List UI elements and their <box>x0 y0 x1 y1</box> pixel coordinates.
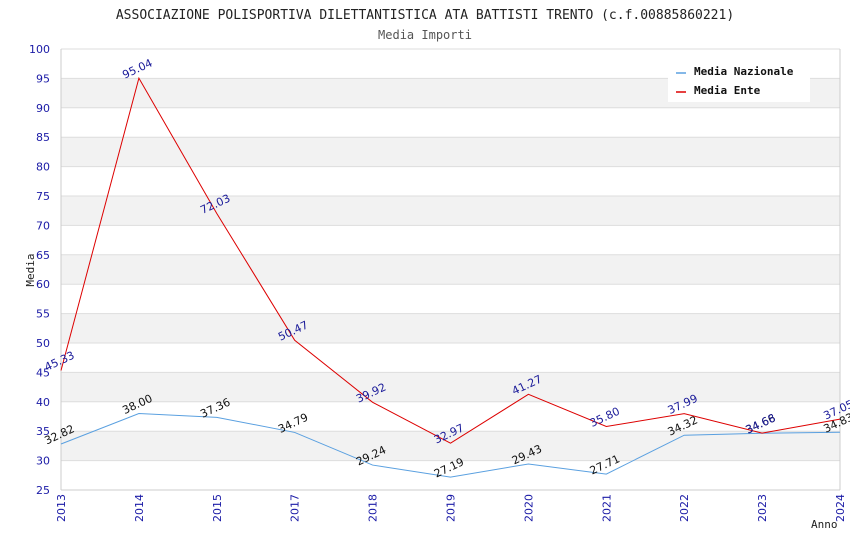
x-tick-label: 2013 <box>55 494 68 522</box>
grid-band <box>61 460 840 490</box>
series-line-media-nazionale <box>60 413 841 478</box>
grid-bands <box>61 49 840 490</box>
x-tick-label: 2020 <box>522 494 535 522</box>
y-tick-label: 45 <box>36 366 50 379</box>
y-tick-label: 25 <box>36 484 50 497</box>
grid-band <box>61 372 840 402</box>
y-tick-label: 95 <box>36 72 50 85</box>
y-tick-label: 75 <box>36 190 50 203</box>
series-layer <box>60 76 841 478</box>
y-tick-label: 40 <box>36 396 50 409</box>
grid-band <box>61 431 840 461</box>
x-tick-label: 2015 <box>211 494 224 522</box>
x-tick-label: 2014 <box>133 494 146 522</box>
y-tick-label: 100 <box>29 43 50 56</box>
x-tick-label: 2019 <box>445 494 458 522</box>
y-tick-label: 85 <box>36 131 50 144</box>
x-tick-label: 2021 <box>600 494 613 522</box>
y-tick-label: 30 <box>36 455 50 468</box>
y-tick-label: 90 <box>36 102 50 115</box>
x-tick-label: 2017 <box>289 494 302 522</box>
x-tick-label: 2024 <box>834 494 847 522</box>
grid-band <box>61 107 840 138</box>
grid-band <box>61 196 840 226</box>
y-tick-label: 50 <box>36 337 50 350</box>
y-tick-label: 55 <box>36 308 50 321</box>
grid-band <box>61 137 840 167</box>
grid-band <box>61 166 840 196</box>
x-tick-label: 2023 <box>756 494 769 522</box>
grid-band <box>61 254 840 285</box>
chart-title: ASSOCIAZIONE POLISPORTIVA DILETTANTISTIC… <box>116 8 734 23</box>
chart-subtitle: Media Importi <box>378 28 472 42</box>
x-tick-label: 2018 <box>367 494 380 522</box>
legend-label-media-nazionale: Media Nazionale <box>694 65 794 78</box>
x-axis-label: Anno <box>811 518 838 531</box>
x-axis-ticks: 2013 2014 2015 2017 2018 2019 2020 2021 2022 2023… <box>55 494 847 522</box>
y-axis-label: Media <box>24 253 37 286</box>
x-tick-label: 2022 <box>678 494 691 522</box>
series-line-media-ente <box>60 76 841 444</box>
grid-band <box>61 284 840 314</box>
legend-box <box>668 60 810 102</box>
grid-band <box>61 225 840 255</box>
legend-label-media-ente: Media Ente <box>694 84 761 97</box>
y-tick-label: 60 <box>36 278 50 291</box>
legend: Media Nazionale Media Ente <box>668 60 810 102</box>
grid-band <box>61 343 840 373</box>
y-tick-label: 80 <box>36 161 50 174</box>
y-tick-label: 70 <box>36 219 50 232</box>
y-tick-label: 35 <box>36 425 50 438</box>
grid-band <box>61 313 840 343</box>
y-axis-ticks: 25 30 35 40 45 50 55 60 65 70 75 80 85 90 95 100 <box>29 43 50 497</box>
y-tick-label: 65 <box>36 249 50 262</box>
